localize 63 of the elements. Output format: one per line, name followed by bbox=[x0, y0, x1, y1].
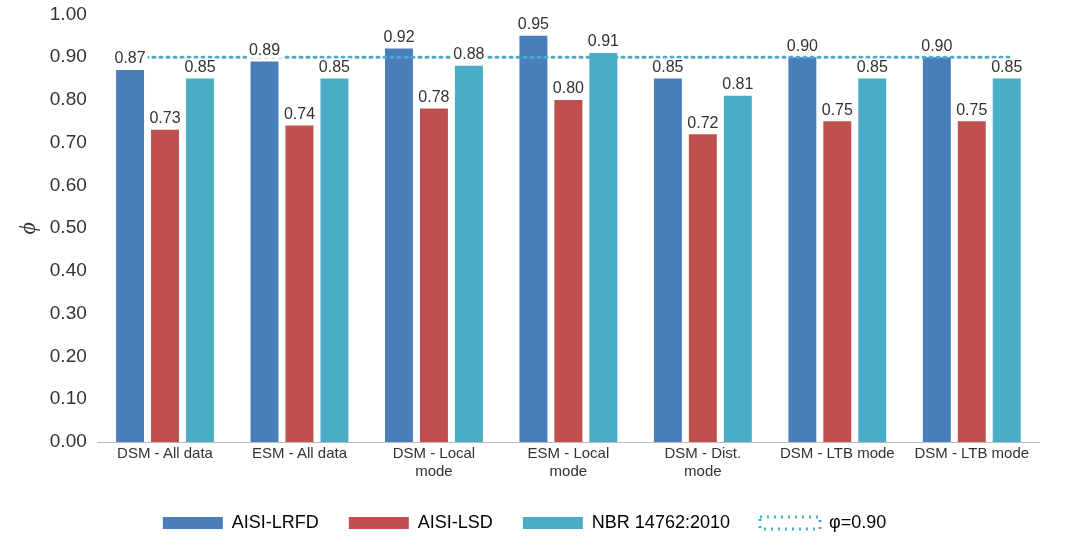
bar bbox=[116, 69, 145, 442]
y-tick-label: 1.00 bbox=[49, 2, 87, 24]
data-label: 0.78 bbox=[418, 87, 450, 105]
data-label: 0.87 bbox=[114, 49, 146, 67]
legend-label: NBR 14762:2010 bbox=[591, 511, 730, 532]
data-label: 0.75 bbox=[821, 100, 853, 118]
bar bbox=[788, 57, 817, 442]
y-tick-label: 0.70 bbox=[49, 130, 87, 152]
x-tick-label: DSM - All data bbox=[117, 444, 214, 462]
bar bbox=[922, 57, 951, 442]
data-label: 0.85 bbox=[318, 57, 351, 75]
legend-label: φ=0.90 bbox=[828, 511, 887, 532]
y-tick-label: 0.90 bbox=[49, 45, 87, 67]
x-tick-label: DSM - LTB mode bbox=[914, 444, 1030, 462]
data-label: 0.85 bbox=[184, 57, 216, 75]
bar bbox=[554, 99, 583, 442]
bar bbox=[992, 78, 1021, 442]
y-tick-label: 0.40 bbox=[49, 259, 87, 281]
bar bbox=[688, 134, 717, 442]
bar bbox=[454, 65, 483, 442]
legend-label: AISI-LRFD bbox=[231, 511, 319, 532]
bar bbox=[320, 78, 349, 442]
x-tick-label: DSM - Dist. mode bbox=[664, 444, 742, 480]
bar bbox=[151, 129, 179, 442]
bar bbox=[185, 78, 214, 442]
bar bbox=[285, 125, 314, 442]
x-tick-label: DSM - LTB mode bbox=[779, 444, 895, 462]
bar bbox=[957, 121, 986, 442]
y-tick-label: 0.80 bbox=[49, 88, 87, 110]
data-label: 0.89 bbox=[248, 40, 281, 58]
bar bbox=[858, 78, 887, 442]
data-label: 0.81 bbox=[722, 75, 754, 93]
y-tick-label: 0.10 bbox=[49, 387, 87, 409]
bar bbox=[419, 108, 448, 442]
data-label: 0.95 bbox=[517, 15, 550, 33]
x-tick-label: ESM - All data bbox=[251, 444, 348, 462]
data-label: 0.75 bbox=[956, 100, 988, 118]
y-tick-label: 0.60 bbox=[49, 173, 87, 195]
data-label: 0.74 bbox=[283, 104, 316, 122]
data-label: 0.90 bbox=[921, 36, 953, 54]
data-label: 0.73 bbox=[149, 109, 181, 127]
data-label: 0.85 bbox=[991, 57, 1023, 75]
data-label: 0.85 bbox=[652, 57, 684, 75]
x-tick-label: ESM - Local mode bbox=[527, 444, 610, 480]
y-axis-title: ϕ bbox=[13, 221, 40, 235]
data-label: 0.72 bbox=[687, 113, 719, 131]
x-tick-label: DSM - Local mode bbox=[392, 444, 476, 480]
bar bbox=[653, 78, 682, 442]
data-label: 0.88 bbox=[453, 45, 485, 63]
data-label: 0.85 bbox=[856, 57, 888, 75]
bar bbox=[823, 121, 852, 442]
y-tick-label: 0.00 bbox=[49, 430, 87, 452]
data-label: 0.91 bbox=[587, 32, 620, 50]
y-tick-label: 0.30 bbox=[49, 301, 87, 323]
bar bbox=[384, 48, 413, 442]
data-label: 0.80 bbox=[552, 79, 585, 97]
y-tick-label: 0.50 bbox=[49, 216, 87, 238]
data-label: 0.90 bbox=[786, 36, 819, 54]
bar bbox=[519, 35, 548, 442]
y-tick-label: 0.20 bbox=[49, 344, 87, 366]
data-label: 0.92 bbox=[383, 28, 415, 46]
legend-label: AISI-LSD bbox=[417, 511, 493, 532]
bar bbox=[723, 95, 752, 442]
